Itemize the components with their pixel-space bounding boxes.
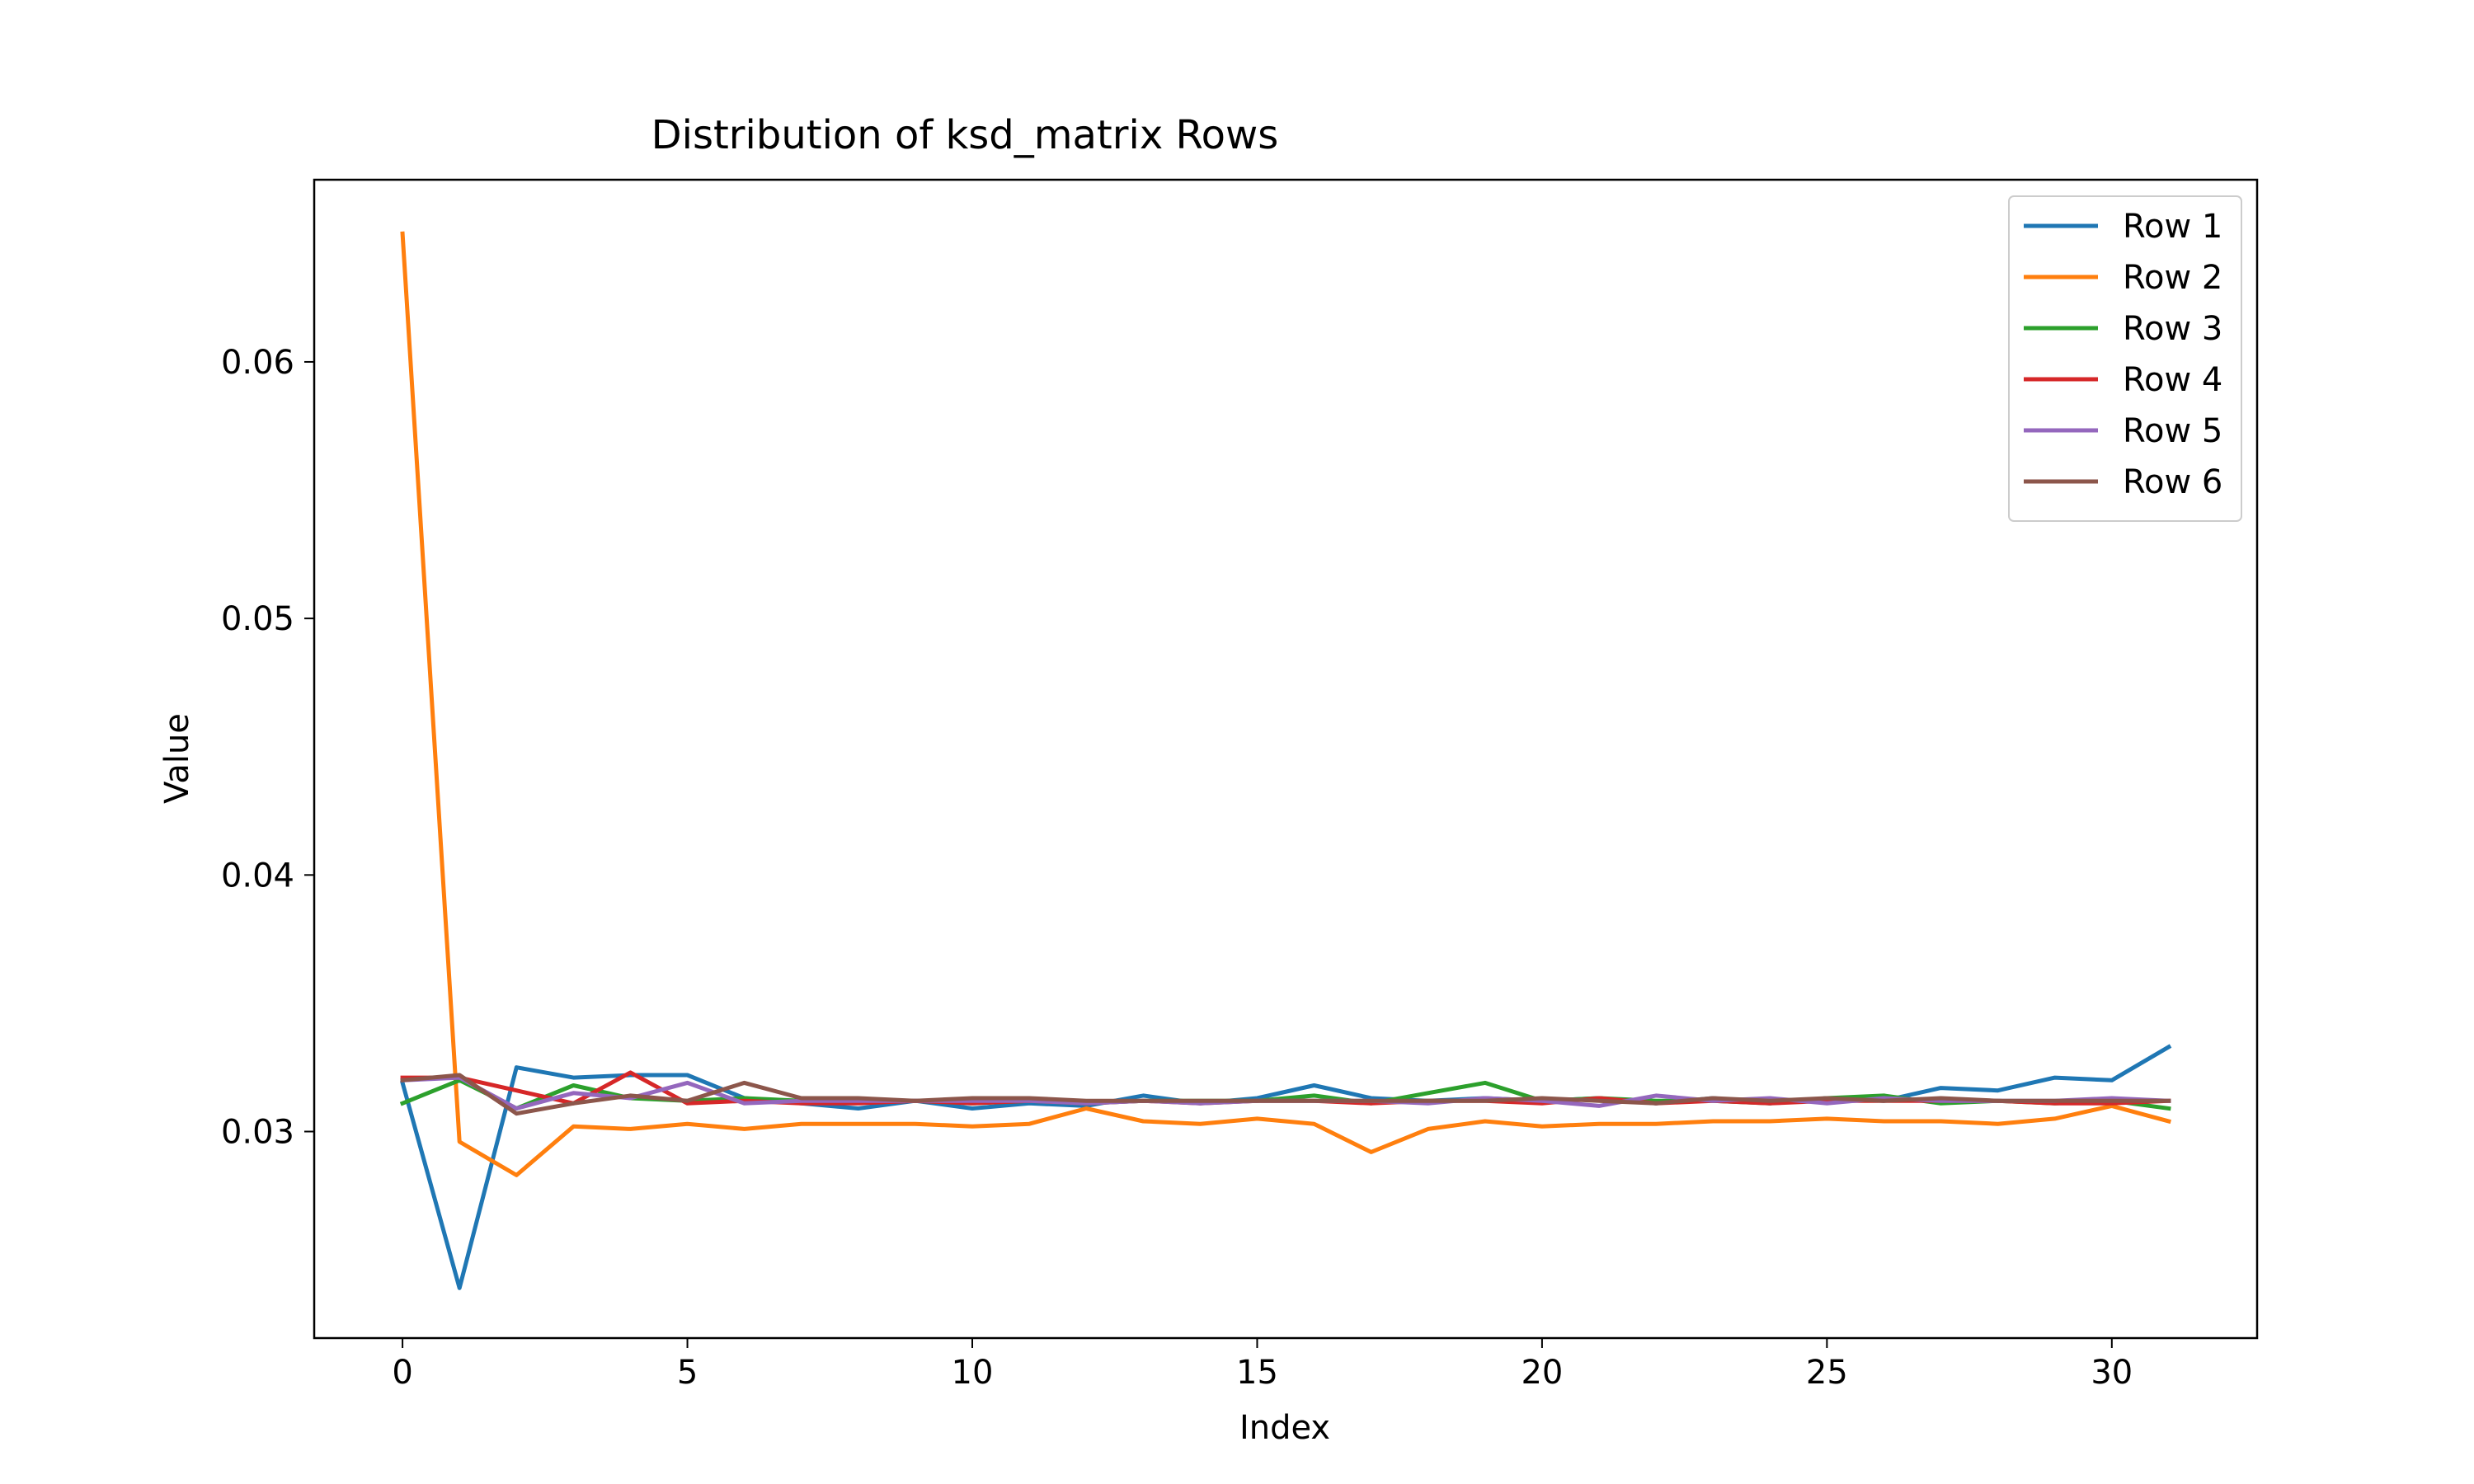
y-tick-label: 0.06 <box>221 344 294 382</box>
x-tick-label: 25 <box>1806 1354 1848 1392</box>
series-layer <box>399 231 2172 1290</box>
y-axis: 0.03 0.04 0.05 0.06 <box>221 344 314 1151</box>
x-tick-label: 30 <box>2091 1354 2133 1392</box>
x-axis-label: Index <box>1239 1409 1330 1447</box>
x-tick-label: 15 <box>1236 1354 1278 1392</box>
series-line-row-6 <box>400 1073 2171 1116</box>
y-axis-label: Value <box>158 713 196 804</box>
x-tick-label: 0 <box>392 1354 412 1392</box>
x-tick-label: 5 <box>677 1354 698 1392</box>
chart-title: Distribution of ksd_matrix Rows <box>651 112 1279 158</box>
legend-label: Row 5 <box>2123 412 2222 450</box>
series-line-row-2 <box>400 231 2171 1177</box>
series-line-row-3 <box>399 1078 2171 1111</box>
legend-label: Row 4 <box>2123 361 2222 399</box>
legend-label: Row 1 <box>2123 208 2222 246</box>
y-tick-label: 0.04 <box>221 857 294 895</box>
legend-label: Row 6 <box>2123 463 2222 501</box>
y-tick-label: 0.03 <box>221 1113 294 1151</box>
x-axis: 0 5 10 15 20 25 30 <box>392 1338 2133 1392</box>
legend: Row 1 Row 2 Row 3 Row 4 Row 5 Row 6 <box>2008 195 2242 522</box>
legend-label: Row 2 <box>2123 259 2222 297</box>
legend-label: Row 3 <box>2123 310 2222 348</box>
axes-frame <box>313 178 2259 1340</box>
x-tick-label: 20 <box>1521 1354 1563 1392</box>
x-tick-label: 10 <box>952 1354 994 1392</box>
y-tick-label: 0.05 <box>221 600 294 638</box>
plot-area <box>313 178 2259 1340</box>
